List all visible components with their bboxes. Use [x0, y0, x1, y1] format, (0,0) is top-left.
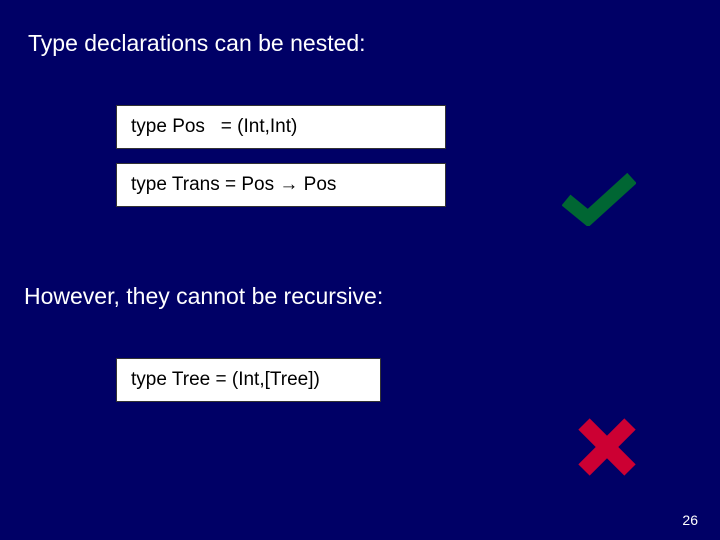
slide: Type declarations can be nested: type Po…	[0, 0, 720, 540]
heading-recursive: However, they cannot be recursive:	[24, 283, 692, 310]
heading-nested: Type declarations can be nested:	[28, 30, 692, 57]
cross-icon	[578, 418, 636, 476]
code-block-trans: type Trans = Pos → Pos	[116, 163, 446, 207]
page-number: 26	[682, 512, 698, 528]
code-block-pos: type Pos = (Int,Int)	[116, 105, 446, 149]
code-block-tree: type Tree = (Int,[Tree])	[116, 358, 381, 402]
check-icon	[562, 172, 636, 226]
